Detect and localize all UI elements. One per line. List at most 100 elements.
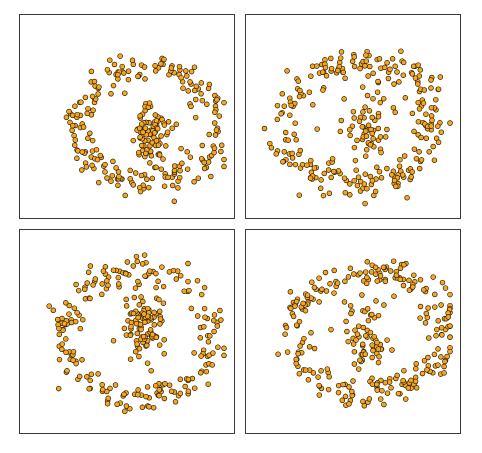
scatter-point xyxy=(429,117,435,124)
scatter-point xyxy=(364,274,370,281)
scatter-point xyxy=(138,294,144,300)
scatter-point xyxy=(351,177,357,184)
scatter-point xyxy=(113,165,119,171)
scatter-point xyxy=(384,60,390,66)
scatter-point xyxy=(437,74,444,80)
scatter-point xyxy=(304,292,311,298)
scatter-point xyxy=(153,164,159,171)
scatter-point xyxy=(130,263,137,269)
scatter-point xyxy=(447,348,453,355)
scatter-point xyxy=(351,144,358,151)
scatter-point xyxy=(123,303,130,309)
scatter-point xyxy=(212,132,219,138)
scatter-panel-top-right xyxy=(245,14,461,219)
scatter-point xyxy=(390,258,397,264)
scatter-point xyxy=(204,101,210,108)
scatter-point xyxy=(212,109,218,116)
scatter-point xyxy=(364,306,371,312)
scatter-point xyxy=(192,96,199,103)
scatter-point xyxy=(121,391,127,398)
scatter-point xyxy=(80,124,87,130)
scatter-point xyxy=(281,149,288,155)
scatter-point xyxy=(288,305,294,312)
scatter-panel-bottom-right xyxy=(245,229,461,434)
scatter-point xyxy=(289,155,296,161)
scatter-point xyxy=(331,168,337,175)
scatter-point xyxy=(413,361,419,367)
scatter-point xyxy=(355,174,362,180)
scatter-point xyxy=(221,352,227,359)
scatter-point xyxy=(441,370,447,376)
scatter-point xyxy=(191,385,198,391)
scatter-point xyxy=(368,269,375,275)
scatter-point xyxy=(356,118,363,125)
scatter-point xyxy=(447,334,453,340)
scatter-point xyxy=(63,114,70,121)
scatter-point xyxy=(66,108,72,115)
scatter-point xyxy=(363,52,369,58)
scatter-point xyxy=(161,183,168,189)
scatter-point xyxy=(380,95,387,102)
scatter-point xyxy=(121,325,128,332)
scatter-point xyxy=(418,157,425,163)
scatter-point xyxy=(210,317,217,324)
scatter-point xyxy=(122,408,128,415)
scatter-point xyxy=(94,156,101,163)
scatter-point xyxy=(321,170,328,177)
scatter-point xyxy=(141,311,147,317)
scatter-point xyxy=(293,298,300,305)
scatter-point xyxy=(417,303,424,310)
scatter-point xyxy=(137,188,144,195)
scatter-point xyxy=(90,107,96,113)
scatter-point xyxy=(108,178,114,184)
scatter-point xyxy=(379,387,385,394)
scatter-point xyxy=(274,102,281,109)
scatter-point xyxy=(132,170,139,176)
scatter-point xyxy=(402,396,409,402)
scatter-point xyxy=(338,117,345,124)
scatter-point xyxy=(63,300,69,306)
scatter-point xyxy=(282,129,289,136)
scatter-point xyxy=(151,130,158,136)
scatter-point xyxy=(221,99,227,106)
scatter-point xyxy=(314,126,320,132)
scatter-point xyxy=(156,392,162,399)
scatter-point xyxy=(169,182,176,189)
scatter-point xyxy=(426,335,432,341)
scatter-point xyxy=(342,189,349,196)
scatter-point xyxy=(335,67,341,74)
scatter-point xyxy=(99,291,105,298)
scatter-point xyxy=(350,108,357,115)
scatter-point xyxy=(201,305,208,312)
scatter-point xyxy=(377,134,384,140)
scatter-point xyxy=(207,333,213,339)
scatter-point xyxy=(102,169,108,175)
scatter-point xyxy=(156,152,163,158)
scatter-point xyxy=(362,171,369,177)
scatter-point xyxy=(352,157,359,164)
scatter-point xyxy=(206,81,213,88)
scatter-point xyxy=(328,174,334,181)
scatter-point xyxy=(218,142,225,149)
scatter-point xyxy=(389,172,395,178)
scatter-point xyxy=(416,165,423,172)
scatter-point xyxy=(71,142,78,148)
scatter-point xyxy=(85,135,91,142)
scatter-point xyxy=(421,87,428,93)
scatter-point xyxy=(169,125,175,131)
scatter-point xyxy=(165,119,172,125)
scatter-point xyxy=(100,268,107,274)
scatter-point xyxy=(306,344,313,350)
scatter-point xyxy=(364,185,370,192)
scatter-point xyxy=(375,346,382,352)
scatter-point xyxy=(136,345,143,352)
scatter-point xyxy=(161,336,167,343)
scatter-point xyxy=(121,70,127,76)
scatter-point xyxy=(362,128,369,134)
scatter-point xyxy=(399,172,406,178)
scatter-point xyxy=(292,161,299,168)
scatter-point xyxy=(203,368,210,375)
scatter-point xyxy=(400,59,407,66)
scatter-point xyxy=(191,350,197,356)
scatter-point xyxy=(389,56,396,62)
